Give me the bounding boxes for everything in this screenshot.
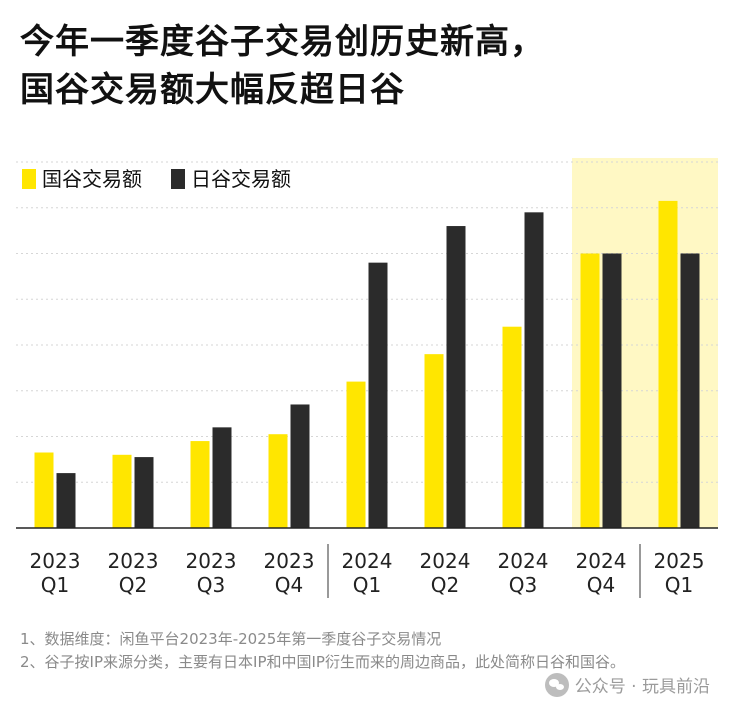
legend-swatch	[22, 169, 36, 189]
x-tick-label: 2023 Q3	[186, 549, 237, 597]
x-tick-quarter: Q3	[509, 573, 537, 597]
x-tick-quarter: Q1	[41, 573, 69, 597]
bar-guogu	[580, 253, 600, 528]
bar-rigu	[524, 212, 544, 528]
bar-guogu	[190, 441, 210, 528]
bar-guogu	[502, 326, 522, 528]
x-tick-quarter: Q3	[197, 573, 225, 597]
x-tick-year: 2023	[108, 549, 159, 573]
x-tick-label: 2024 Q2	[420, 549, 471, 597]
x-tick-year: 2024	[576, 549, 627, 573]
x-tick-label: 2024 Q1	[342, 549, 393, 597]
legend-label: 国谷交易额	[42, 167, 142, 191]
title-line-2: 国谷交易额大幅反超日谷	[20, 70, 405, 110]
bar-guogu	[34, 452, 54, 528]
wechat-icon	[544, 672, 569, 697]
footnote-1: 1、数据维度：闲鱼平台2023年-2025年第一季度谷子交易情况	[20, 630, 442, 648]
x-tick-label: 2023 Q1	[30, 549, 81, 597]
x-tick-quarter: Q4	[275, 573, 303, 597]
bar-guogu	[346, 381, 366, 528]
x-tick-quarter: Q1	[353, 573, 381, 597]
page-title: 今年一季度谷子交易创历史新高， 国谷交易额大幅反超日谷	[20, 18, 710, 114]
watermark-text: 公众号 · 玩具前沿	[574, 677, 710, 697]
bar-rigu	[602, 253, 622, 528]
x-tick-label: 2025 Q1	[654, 549, 705, 597]
x-tick-year: 2023	[186, 549, 237, 573]
x-tick-label: 2024 Q3	[498, 549, 549, 597]
x-tick-quarter: Q2	[119, 573, 147, 597]
x-tick-year: 2024	[498, 549, 549, 573]
bar-rigu	[134, 457, 154, 528]
bar-rigu	[446, 226, 466, 529]
bar-guogu	[112, 454, 132, 528]
x-tick-label: 2023 Q2	[108, 549, 159, 597]
bar-guogu	[268, 434, 288, 528]
x-tick-year: 2025	[654, 549, 705, 573]
x-tick-year: 2024	[342, 549, 393, 573]
bar-rigu	[212, 427, 232, 528]
x-tick-quarter: Q1	[665, 573, 693, 597]
x-tick-quarter: Q2	[431, 573, 459, 597]
x-tick-label: 2023 Q4	[264, 549, 315, 597]
title-line-1: 今年一季度谷子交易创历史新高，	[20, 22, 545, 62]
bar-guogu	[658, 200, 678, 528]
x-tick-year: 2024	[420, 549, 471, 573]
bar-guogu	[424, 354, 444, 528]
x-tick-year: 2023	[264, 549, 315, 573]
legend-label: 日谷交易额	[191, 167, 291, 191]
bar-rigu	[56, 473, 76, 528]
legend-swatch	[171, 169, 185, 189]
x-tick-label: 2024 Q4	[576, 549, 627, 597]
bar-rigu	[290, 404, 310, 528]
bar-rigu	[680, 253, 700, 528]
x-tick-year: 2023	[30, 549, 81, 573]
bar-rigu	[368, 262, 388, 528]
x-tick-quarter: Q4	[587, 573, 615, 597]
footnote-2: 2、谷子按IP来源分类，主要有日本IP和中国IP衍生而来的周边商品，此处简称日谷…	[20, 653, 625, 671]
footnotes: 1、数据维度：闲鱼平台2023年-2025年第一季度谷子交易情况 2、谷子按IP…	[20, 628, 710, 674]
watermark: 公众号 · 玩具前沿	[544, 672, 710, 697]
chart-area: 2023 Q1 2023 Q2 2023 Q3 2023 Q4 2024 Q1 2024 Q2 2024…	[0, 150, 732, 610]
